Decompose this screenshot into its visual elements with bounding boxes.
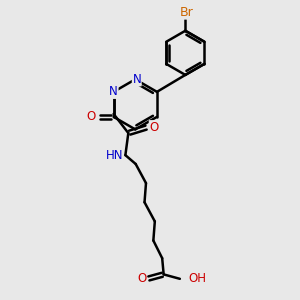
Text: O: O bbox=[149, 121, 159, 134]
Text: O: O bbox=[137, 272, 146, 285]
Text: O: O bbox=[86, 110, 96, 123]
Text: N: N bbox=[109, 85, 118, 98]
Text: N: N bbox=[132, 73, 141, 86]
Text: OH: OH bbox=[188, 272, 206, 285]
Text: Br: Br bbox=[180, 6, 194, 19]
Text: HN: HN bbox=[105, 149, 123, 162]
